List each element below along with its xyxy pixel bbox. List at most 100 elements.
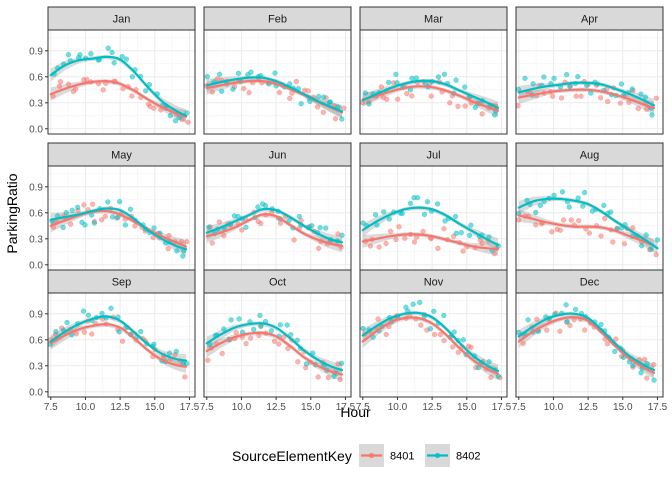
y-tick-label: 0.0	[29, 124, 43, 135]
facet-panel-aug: Aug	[515, 142, 664, 271]
data-point-8401	[450, 344, 456, 350]
data-point-8402	[424, 199, 431, 205]
data-point-8402	[88, 51, 94, 57]
data-point-8402	[127, 206, 134, 212]
data-point-8401	[150, 234, 156, 241]
data-point-8402	[575, 195, 581, 201]
data-point-8402	[581, 189, 588, 196]
legend: SourceElementKey 8401 8402	[232, 444, 480, 467]
data-point-8402	[460, 337, 466, 343]
data-point-8401	[567, 322, 573, 329]
data-point-8401	[81, 329, 87, 335]
data-point-8402	[129, 74, 136, 80]
data-point-8402	[642, 94, 649, 100]
data-point-8401	[81, 202, 87, 208]
data-point-8401	[233, 330, 239, 336]
data-point-8401	[393, 236, 399, 243]
data-point-8402	[468, 222, 474, 228]
data-point-8402	[221, 326, 227, 332]
data-point-8402	[339, 232, 345, 238]
data-point-8401	[151, 105, 157, 111]
x-tick-label: 10.0	[388, 402, 408, 413]
x-tick-label: 17.5	[336, 402, 356, 413]
data-point-8402	[108, 305, 114, 311]
data-point-8402	[255, 204, 261, 210]
data-point-8401	[533, 222, 539, 228]
data-point-8401	[291, 237, 297, 243]
data-point-8402	[651, 377, 657, 383]
data-point-8401	[56, 83, 63, 89]
data-point-8401	[285, 345, 291, 352]
smooth-line-8402	[49, 55, 188, 117]
data-point-8401	[129, 93, 135, 99]
data-point-8401	[460, 248, 466, 254]
data-point-8402	[386, 216, 392, 222]
data-point-8401	[73, 86, 79, 92]
data-point-8402	[601, 202, 607, 209]
x-tick-label: 15.0	[613, 402, 633, 413]
x-tick-label: 12.5	[110, 402, 130, 413]
data-point-8402	[268, 328, 274, 334]
data-point-8402	[458, 229, 464, 236]
x-tick-label: 10.0	[544, 402, 564, 413]
data-point-8401	[479, 111, 485, 117]
data-point-8402	[452, 213, 459, 220]
data-point-8401	[651, 362, 657, 368]
data-point-8402	[298, 101, 304, 107]
data-point-8401	[428, 93, 434, 99]
facet-strip-label: May	[111, 150, 132, 162]
x-tick-label: 10.0	[232, 402, 252, 413]
data-point-8402	[309, 223, 315, 229]
smooth-line-8402	[361, 79, 500, 110]
x-tick-label: 7.5	[512, 402, 526, 413]
data-point-8401	[462, 103, 468, 109]
data-point-8401	[409, 93, 415, 99]
facet-strip-label: Jun	[269, 150, 287, 162]
data-point-8401	[182, 374, 188, 380]
data-point-8402	[316, 93, 322, 100]
data-point-8401	[383, 240, 389, 247]
data-point-8401	[100, 87, 106, 93]
panel-background	[48, 30, 195, 134]
data-point-8401	[516, 217, 522, 223]
panel-data	[205, 201, 345, 253]
data-point-8401	[314, 104, 321, 110]
legend-key-point-8401	[368, 452, 375, 459]
data-point-8401	[557, 227, 563, 233]
panel-border	[515, 292, 664, 398]
y-tick-label: 0.9	[29, 309, 43, 320]
data-point-8402	[399, 210, 405, 217]
panel-border	[47, 29, 196, 135]
legend-title: SourceElementKey	[232, 448, 352, 464]
data-point-8401	[247, 335, 254, 341]
facet-panel-jan: Jan 0.0 0.3 0.6 0.9	[29, 6, 196, 135]
smooth-line-8402	[205, 76, 344, 113]
data-point-8402	[648, 246, 654, 252]
legend-label-8401: 8401	[390, 451, 414, 463]
data-point-8402	[235, 70, 242, 76]
data-point-8402	[303, 361, 310, 367]
data-point-8402	[251, 326, 257, 333]
smooth-line-8401	[517, 316, 656, 374]
legend-label-8402: 8402	[456, 451, 480, 463]
data-point-8401	[239, 227, 245, 233]
data-point-8402	[537, 202, 543, 209]
y-axis-title: ParkingRatio	[4, 173, 20, 253]
data-point-8401	[520, 340, 526, 346]
data-point-8401	[455, 349, 461, 355]
confidence-band-8401	[518, 87, 654, 115]
data-point-8402	[116, 329, 122, 335]
panel-background	[48, 293, 195, 397]
data-point-8401	[644, 375, 650, 381]
data-point-8401	[276, 89, 283, 96]
data-point-8402	[427, 326, 433, 332]
data-point-8402	[385, 79, 392, 86]
data-point-8402	[360, 220, 366, 226]
smooth-line-8402	[517, 81, 656, 107]
data-point-8401	[205, 357, 211, 363]
y-tick-label: 0.3	[29, 361, 43, 372]
data-point-8401	[613, 336, 619, 342]
x-tick-label: 7.5	[200, 402, 214, 413]
facet-strip-label: Mar	[424, 14, 443, 26]
